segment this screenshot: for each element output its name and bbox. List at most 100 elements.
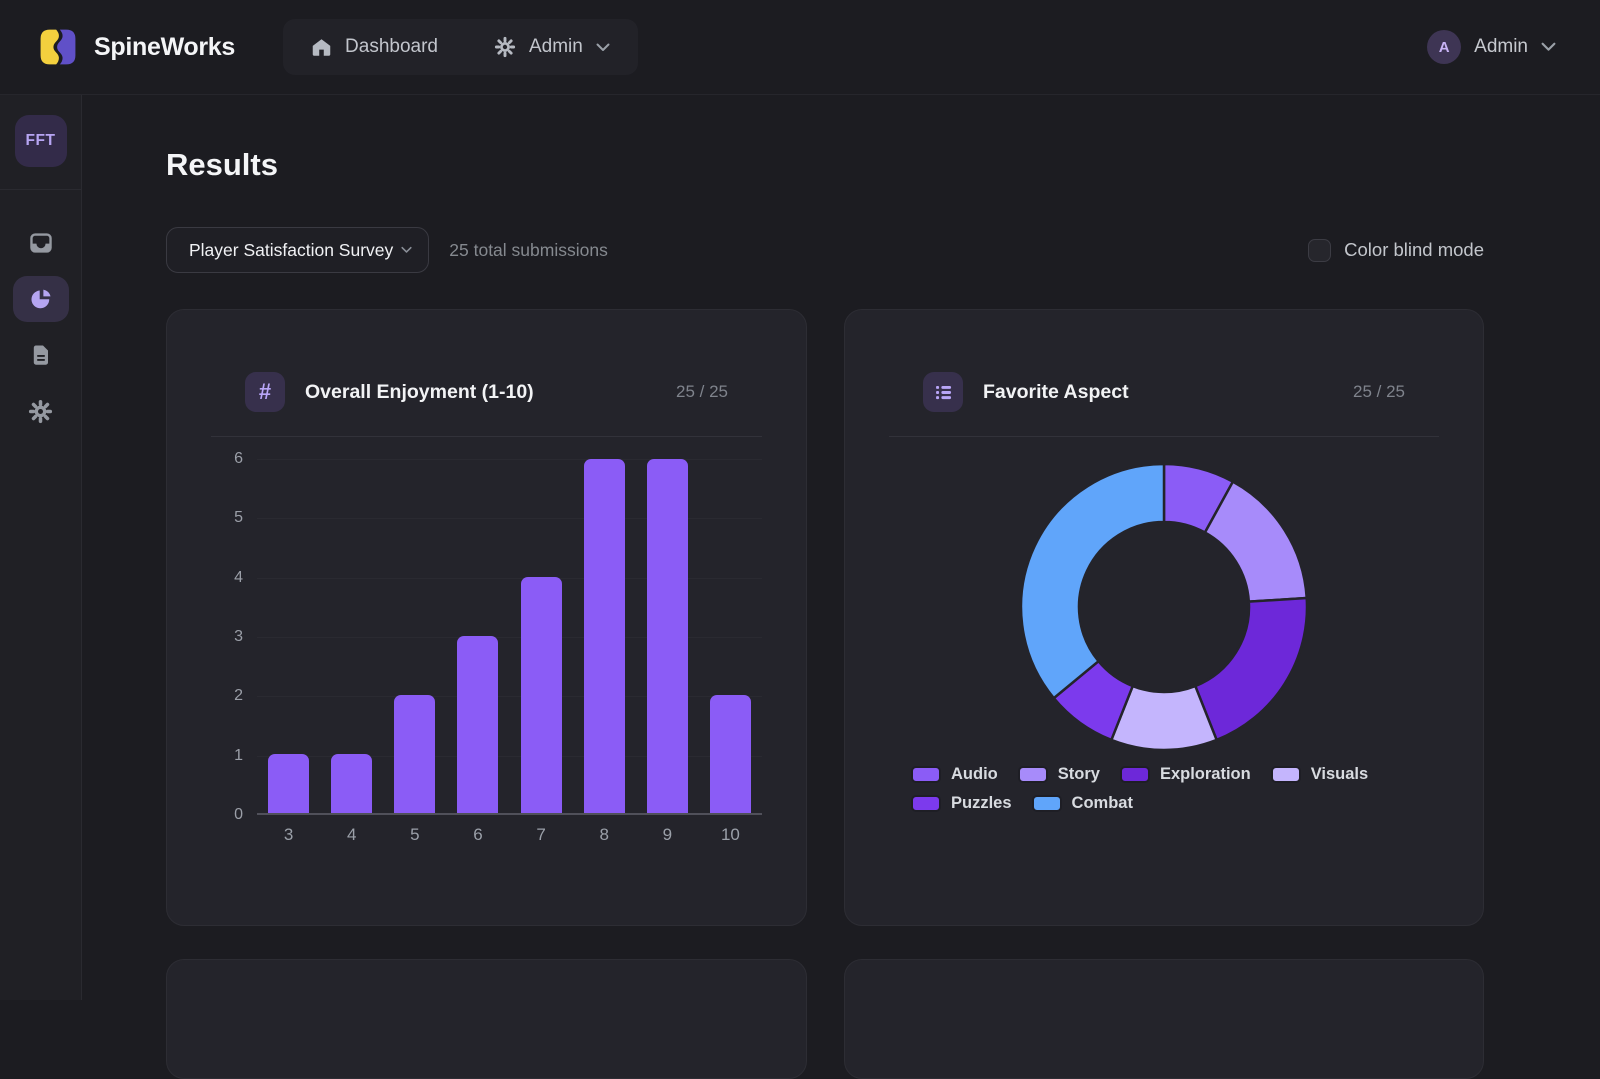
legend-swatch <box>1031 795 1062 812</box>
legend-swatch <box>1270 766 1301 783</box>
bar <box>394 695 436 813</box>
card-header: Favorite Aspect 25 / 25 <box>889 372 1439 412</box>
gridline <box>257 518 762 520</box>
nav-admin-menu[interactable]: Admin <box>494 36 610 58</box>
x-axis-label: 3 <box>283 825 294 844</box>
legend-item: Exploration <box>1119 765 1251 784</box>
pie-chart-icon <box>28 286 54 312</box>
results-grid: # Overall Enjoyment (1-10) 25 / 25 0 1 2 3 4… <box>166 309 1484 1079</box>
legend-item: Combat <box>1031 794 1133 813</box>
main-content: Results Player Satisfaction Survey 25 to… <box>82 95 1600 1079</box>
y-axis-tick: 5 <box>234 509 243 527</box>
legend-label: Audio <box>951 765 998 783</box>
donut-legend: Audio Story Exploration Visuals Puzzles Comba… <box>911 765 1417 813</box>
sidebar-item-inbox[interactable] <box>13 220 69 266</box>
top-navbar: SpineWorks Dashboard <box>0 0 1600 95</box>
card-header: # Overall Enjoyment (1-10) 25 / 25 <box>211 372 762 412</box>
x-axis-label: 5 <box>410 825 420 844</box>
inbox-icon <box>28 230 54 256</box>
bar <box>331 754 373 813</box>
bar <box>709 695 751 813</box>
gear-icon <box>494 36 516 58</box>
bar-chart-x-axis: 3 4 5 6 7 8 9 10 <box>257 825 762 845</box>
response-count: 25 / 25 <box>1353 382 1405 401</box>
page-title: Results <box>166 147 278 182</box>
user-name: Admin <box>1474 36 1528 57</box>
bar <box>646 459 688 813</box>
donut-chart-svg <box>1019 462 1309 752</box>
x-axis-label: 6 <box>473 825 483 844</box>
x-axis-label: 8 <box>599 825 609 844</box>
x-axis-label: 4 <box>346 825 357 844</box>
gridline <box>257 577 762 579</box>
legend-item: Puzzles <box>911 794 1012 813</box>
chevron-down-icon <box>596 43 610 52</box>
legend-item: Visuals <box>1270 765 1369 784</box>
sidebar: FFT <box>0 95 82 1000</box>
avatar: A <box>1427 30 1462 64</box>
card-divider <box>211 436 762 437</box>
sidebar-item-settings[interactable] <box>13 388 69 434</box>
legend-swatch <box>911 766 941 783</box>
sidebar-item-results[interactable] <box>12 276 69 322</box>
spineworks-logo-icon <box>36 25 80 69</box>
question-card-partial <box>166 959 807 1079</box>
bar-chart-bars <box>257 459 762 813</box>
colorblind-checkbox[interactable] <box>1308 238 1332 262</box>
legend-item: Story <box>1017 765 1100 784</box>
question-title: Overall Enjoyment (1-10) <box>305 380 534 403</box>
legend-label: Story <box>1057 765 1100 783</box>
total-submissions-text: 25 total submissions <box>449 239 608 260</box>
bar <box>268 754 310 813</box>
document-icon <box>29 343 53 367</box>
legend-label: Puzzles <box>951 794 1012 812</box>
donut-segment-combat <box>1019 462 1166 700</box>
question-title: Favorite Aspect <box>983 380 1129 403</box>
survey-select[interactable]: Player Satisfaction Survey <box>166 227 430 273</box>
bar-chart-y-axis: 0 1 2 3 4 5 6 <box>211 450 257 823</box>
legend-item: Audio <box>911 765 998 784</box>
x-axis-line <box>257 813 762 815</box>
gear-icon <box>28 399 53 424</box>
x-axis-label: 10 <box>720 825 740 844</box>
question-card-favorite-aspect: Favorite Aspect 25 / 25 Audio Story Explor… <box>844 309 1484 926</box>
y-axis-tick: 6 <box>234 450 243 467</box>
x-axis-label: 9 <box>662 825 673 844</box>
gridline <box>257 755 762 757</box>
hash-icon: # <box>245 372 285 412</box>
donut-segment-exploration <box>1194 596 1309 742</box>
legend-label: Combat <box>1071 794 1133 812</box>
legend-label: Exploration <box>1159 765 1251 783</box>
bar-chart-plot <box>257 459 762 815</box>
colorblind-label: Color blind mode <box>1344 239 1484 260</box>
bar <box>457 636 499 813</box>
gridline <box>257 459 762 460</box>
user-menu[interactable]: A Admin <box>1427 30 1556 64</box>
filter-row: Player Satisfaction Survey 25 total subm… <box>166 227 1484 273</box>
legend-swatch <box>1119 766 1150 783</box>
colorblind-toggle[interactable]: Color blind mode <box>1308 238 1484 262</box>
primary-nav: Dashboard Admin <box>283 19 638 75</box>
bar <box>583 459 625 813</box>
nav-dashboard-label: Dashboard <box>345 36 438 57</box>
legend-label: Visuals <box>1310 765 1369 783</box>
gridline <box>257 696 762 698</box>
chevron-down-icon <box>1541 42 1556 52</box>
sidebar-divider <box>0 189 82 190</box>
y-axis-tick: 4 <box>234 568 243 586</box>
nav-admin-label: Admin <box>528 36 583 57</box>
response-count: 25 / 25 <box>676 382 728 401</box>
question-card-partial <box>844 959 1484 1079</box>
donut-chart <box>889 461 1439 753</box>
y-axis-tick: 1 <box>234 746 243 764</box>
card-divider <box>889 436 1439 437</box>
y-axis-tick: 0 <box>234 806 243 823</box>
legend-swatch <box>1017 766 1048 783</box>
survey-select-value: Player Satisfaction Survey <box>189 239 394 260</box>
workspace-badge[interactable]: FFT <box>14 115 67 167</box>
gridline <box>257 637 762 638</box>
y-axis-tick: 3 <box>234 628 243 645</box>
brand-name: SpineWorks <box>94 32 236 61</box>
sidebar-item-documents[interactable] <box>13 332 69 378</box>
nav-dashboard-link[interactable]: Dashboard <box>311 36 438 58</box>
